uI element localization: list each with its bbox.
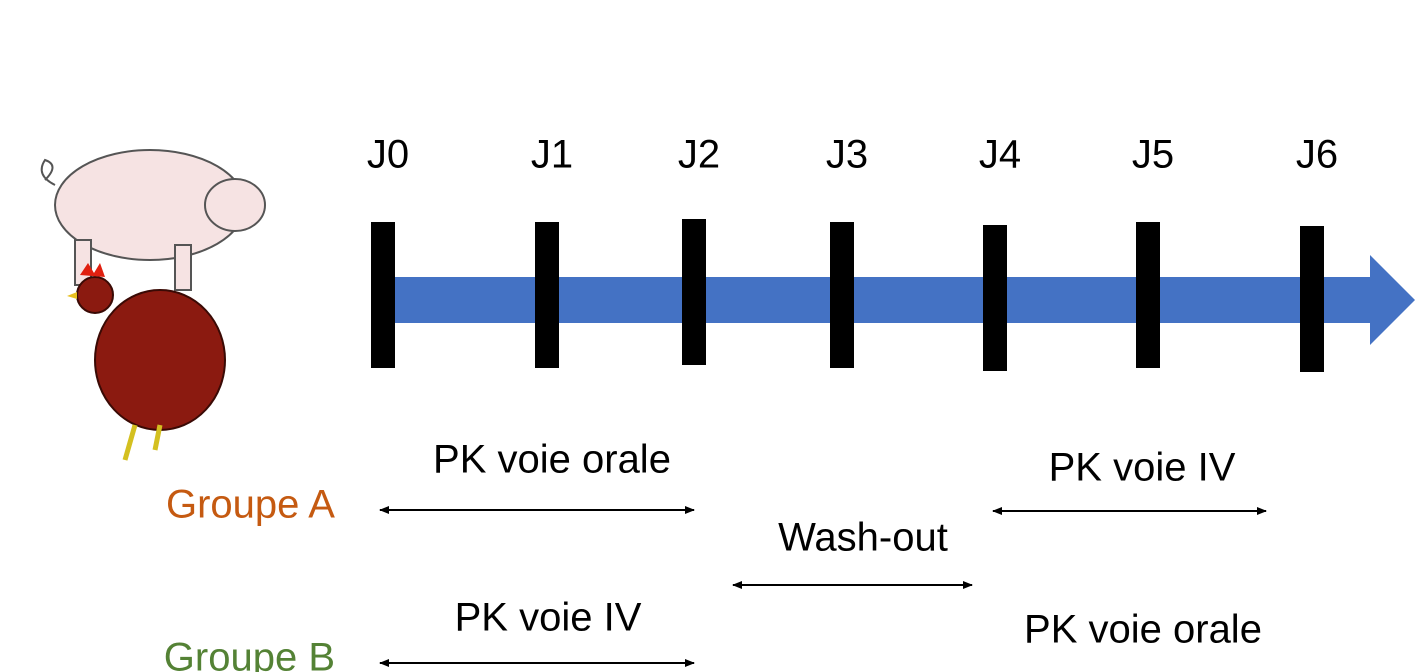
group-label: Groupe B bbox=[164, 636, 335, 672]
chicken-illustration bbox=[67, 263, 226, 461]
timeline-bar bbox=[380, 277, 1372, 323]
day-tick bbox=[371, 222, 395, 368]
pig-illustration bbox=[40, 149, 266, 291]
day-label: J3 bbox=[826, 133, 868, 177]
period-label: PK voie IV bbox=[455, 596, 642, 640]
day-label: J2 bbox=[678, 133, 720, 177]
period-label: PK voie orale bbox=[1024, 608, 1262, 652]
day-tick bbox=[1136, 222, 1160, 368]
day-tick bbox=[1300, 226, 1324, 372]
day-tick bbox=[983, 225, 1007, 371]
day-label: J4 bbox=[979, 133, 1021, 177]
period-label: PK voie orale bbox=[433, 438, 671, 482]
day-tick bbox=[535, 222, 559, 368]
day-tick bbox=[682, 219, 706, 365]
group-label: Groupe A bbox=[166, 483, 335, 527]
day-label: J5 bbox=[1132, 133, 1174, 177]
day-label: J6 bbox=[1296, 133, 1338, 177]
day-label: J1 bbox=[531, 133, 573, 177]
period-label: PK voie IV bbox=[1049, 446, 1236, 490]
washout-label: Wash-out bbox=[778, 516, 948, 560]
timeline-arrowhead bbox=[1370, 255, 1415, 345]
day-label: J0 bbox=[367, 133, 409, 177]
day-tick bbox=[830, 222, 854, 368]
